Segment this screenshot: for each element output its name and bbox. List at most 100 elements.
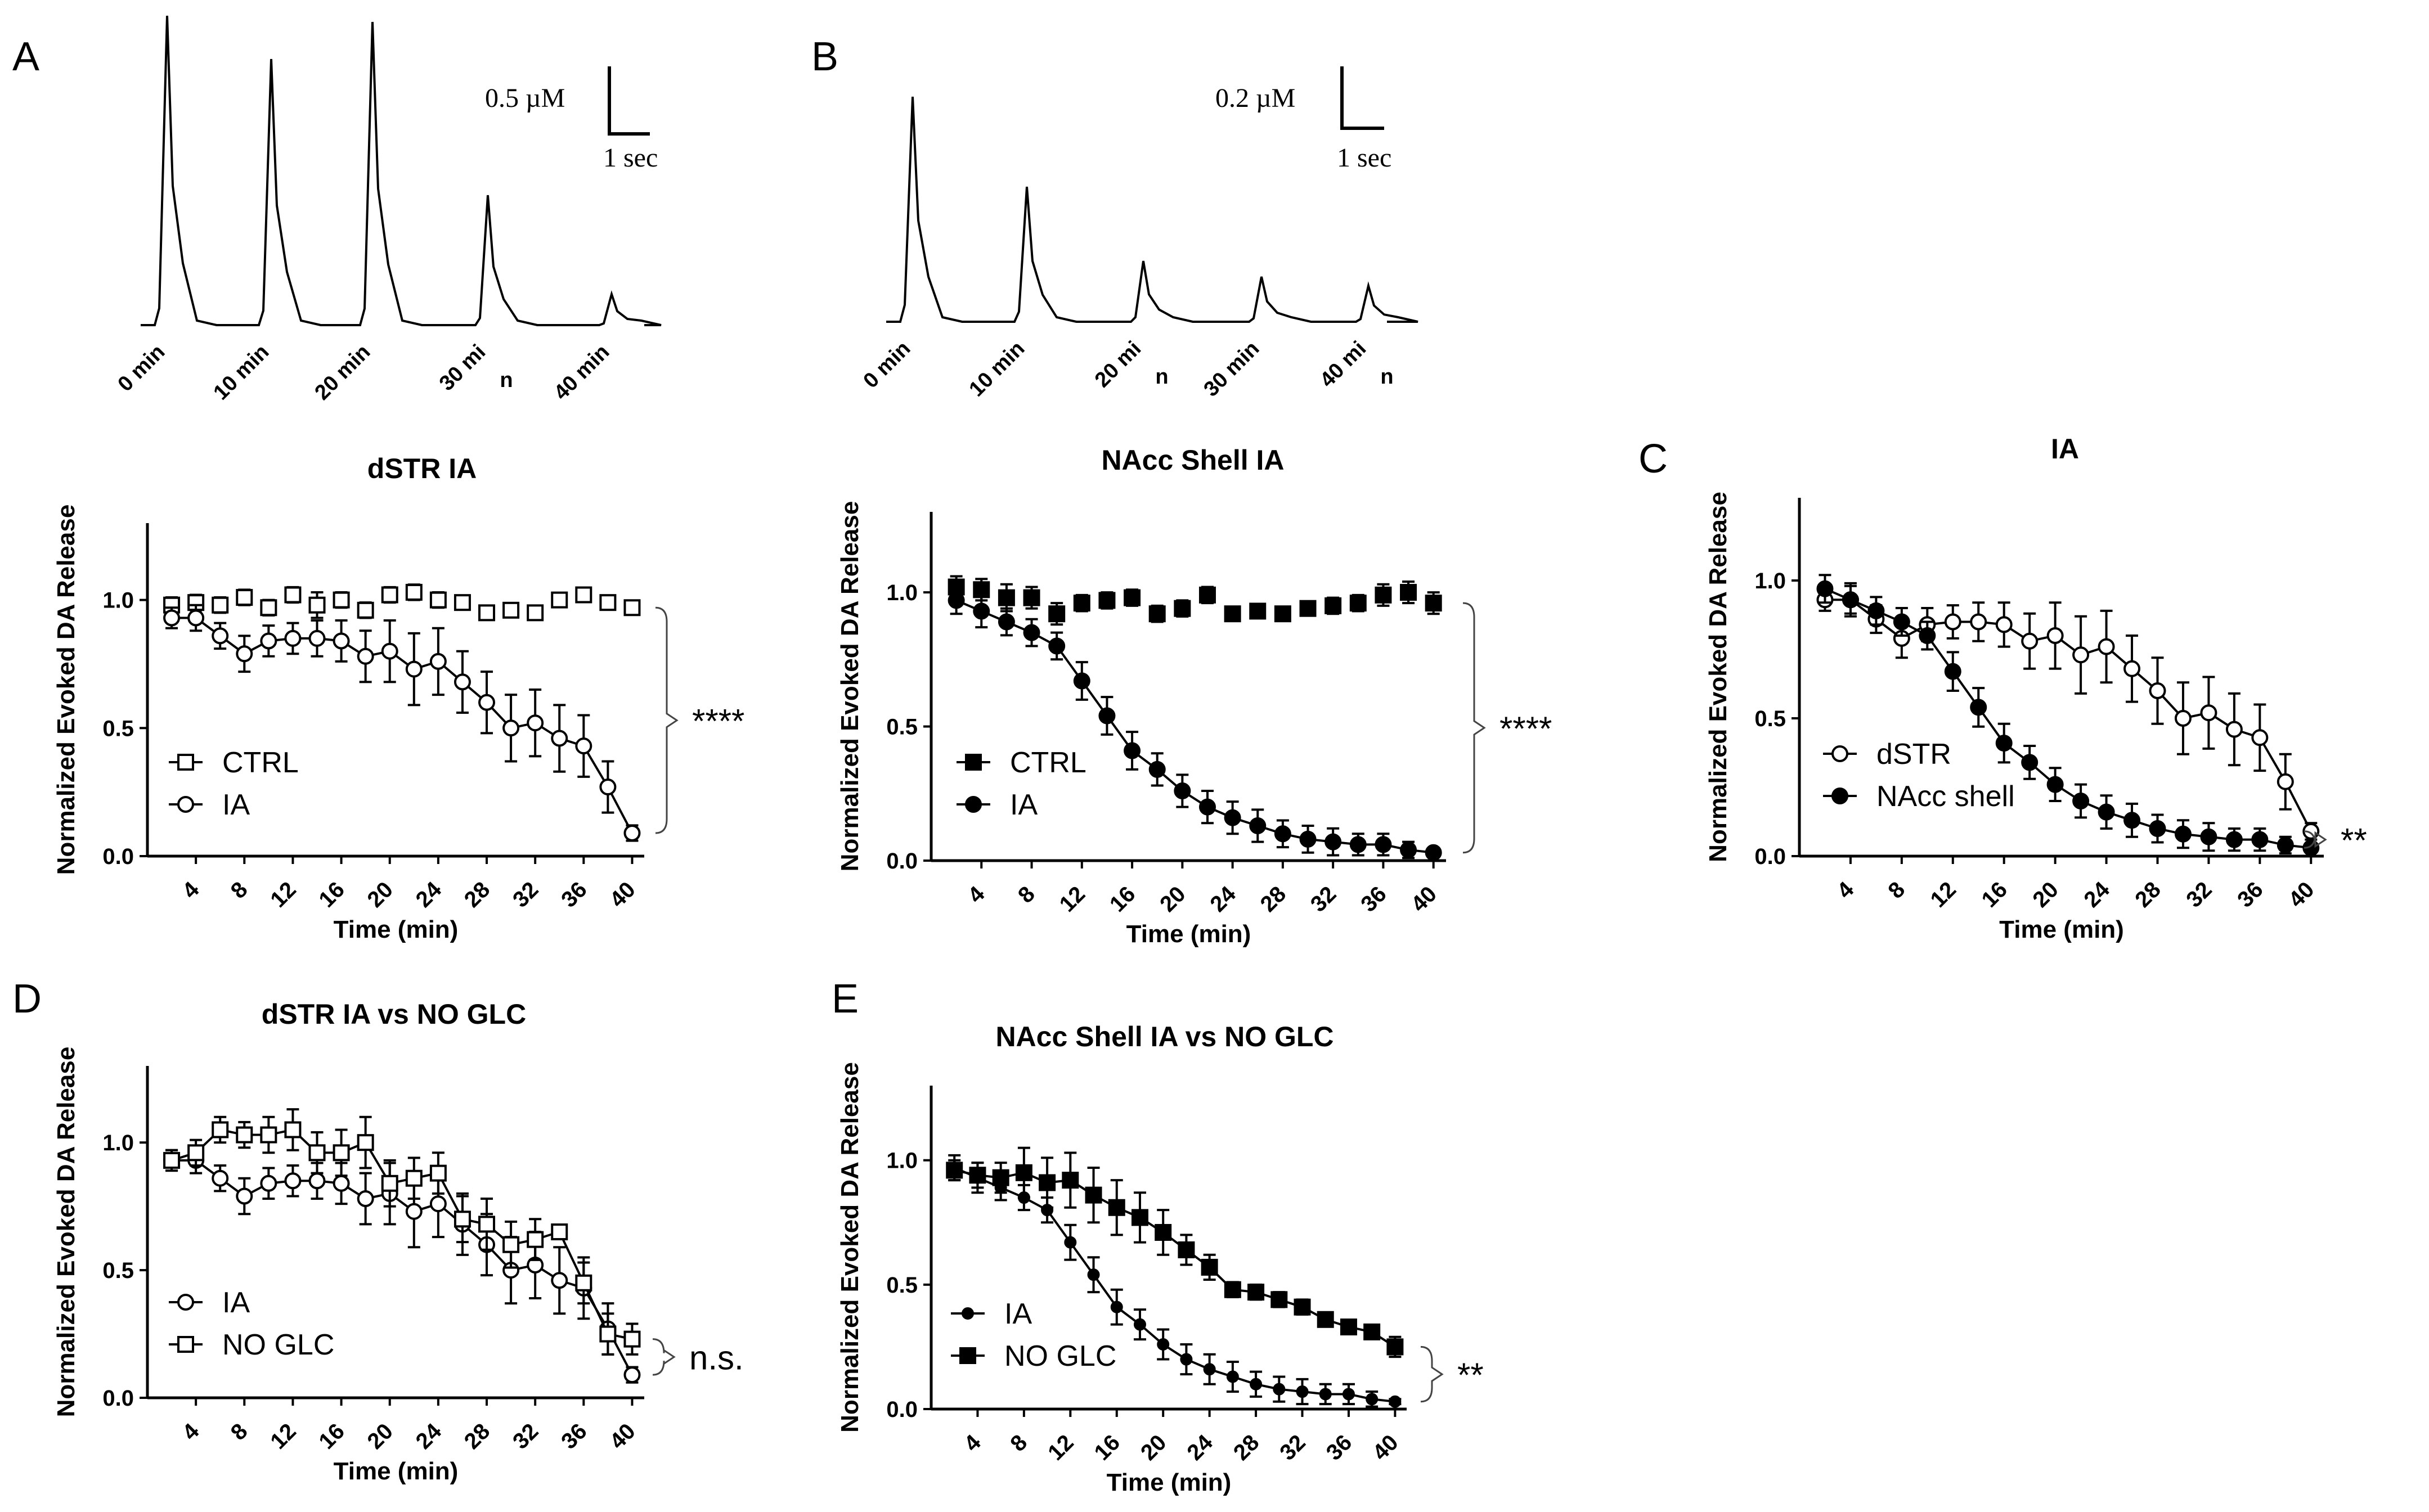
x-tick-label: 24 bbox=[2079, 877, 2114, 912]
data-point bbox=[1131, 1209, 1148, 1226]
series-nacc-shell bbox=[1816, 574, 2320, 857]
data-point bbox=[599, 1325, 617, 1343]
series-ctrl bbox=[948, 575, 1442, 626]
legend-marker bbox=[177, 754, 194, 771]
data-point bbox=[2098, 638, 2115, 655]
trace-time-label-wrap: n bbox=[1155, 365, 1168, 389]
x-tick-label: 16 bbox=[1090, 1430, 1125, 1465]
data-point bbox=[478, 1216, 496, 1233]
data-point bbox=[998, 589, 1015, 606]
data-point bbox=[1386, 1338, 1404, 1356]
data-point bbox=[1294, 1298, 1311, 1316]
x-tick-label: 16 bbox=[1105, 881, 1141, 917]
data-point bbox=[2123, 660, 2141, 677]
data-point bbox=[1108, 1199, 1125, 1216]
data-point bbox=[1317, 1311, 1334, 1328]
data-point bbox=[429, 1195, 447, 1213]
data-point bbox=[1296, 1385, 1309, 1398]
legend-label: dSTR bbox=[1876, 738, 1951, 771]
x-tick-label: 4 bbox=[963, 881, 990, 908]
chart-panel-d: dSTR IA vs NO GLC 0.0 0.5 1.0 4 8 12 16 20 24 28 32… bbox=[52, 998, 744, 1485]
significance-bracket bbox=[2304, 830, 2327, 849]
trace-time-label-wrap: n bbox=[1380, 365, 1393, 389]
data-point bbox=[2277, 773, 2294, 790]
y-axis-label: Normalized Evoked DA Release bbox=[52, 505, 80, 875]
legend-label: CTRL bbox=[222, 746, 299, 779]
trace-time-label: 40 mi bbox=[1315, 337, 1371, 392]
trace-time-label: 0 min bbox=[113, 340, 169, 397]
x-axis-label: Time (min) bbox=[1126, 920, 1251, 948]
data-point bbox=[946, 1162, 963, 1179]
data-point bbox=[260, 1174, 277, 1192]
data-point bbox=[502, 601, 520, 619]
legend-label: NO GLC bbox=[1004, 1340, 1116, 1372]
data-point bbox=[2098, 803, 2115, 821]
data-point bbox=[454, 673, 471, 691]
x-tick-label: 36 bbox=[1356, 881, 1391, 917]
data-point bbox=[1349, 836, 1367, 853]
data-point bbox=[236, 645, 253, 663]
data-point bbox=[575, 586, 592, 604]
data-point bbox=[1400, 584, 1417, 601]
data-point bbox=[1064, 1236, 1077, 1249]
x-tick-label: 8 bbox=[1013, 881, 1040, 908]
x-tick-label: 40 bbox=[605, 877, 640, 912]
legend-label: IA bbox=[1010, 789, 1038, 821]
x-tick-label: 28 bbox=[1229, 1430, 1264, 1465]
x-tick-label: 20 bbox=[363, 877, 398, 912]
trace-time-label: 20 min bbox=[311, 340, 375, 405]
data-point bbox=[1023, 589, 1040, 606]
legend-marker bbox=[1831, 788, 1848, 804]
data-point bbox=[2072, 793, 2090, 809]
data-point bbox=[1363, 1323, 1381, 1340]
data-point bbox=[405, 660, 423, 678]
data-point bbox=[1349, 595, 1367, 612]
x-tick-label: 12 bbox=[1055, 881, 1090, 917]
x-tick-label: 20 bbox=[2028, 877, 2063, 912]
significance-bracket bbox=[652, 1338, 676, 1376]
data-point bbox=[1073, 672, 1090, 690]
data-point bbox=[1133, 1318, 1146, 1331]
data-point bbox=[1148, 605, 1166, 623]
x-tick-label: 24 bbox=[1205, 881, 1241, 917]
chart-title: NAcc Shell IA vs NO GLC bbox=[995, 1021, 1334, 1052]
data-point bbox=[623, 599, 641, 616]
x-tick-label: 4 bbox=[178, 877, 204, 903]
data-point bbox=[357, 601, 374, 619]
legend-marker bbox=[177, 1294, 194, 1311]
data-point bbox=[1224, 605, 1241, 623]
data-point bbox=[381, 586, 398, 604]
panel-letter-c: C bbox=[1638, 436, 1668, 482]
data-point bbox=[333, 591, 350, 609]
trace-time-label: 0 min bbox=[859, 337, 915, 393]
data-point bbox=[308, 629, 326, 647]
data-point bbox=[1389, 1395, 1402, 1408]
data-point bbox=[551, 591, 568, 609]
data-point bbox=[1073, 595, 1090, 612]
data-point bbox=[1048, 605, 1066, 623]
data-point bbox=[1816, 580, 1834, 597]
data-point bbox=[429, 1164, 447, 1182]
x-tick-label: 12 bbox=[1926, 877, 1961, 912]
data-point bbox=[1375, 586, 1392, 604]
data-point bbox=[1842, 591, 1859, 609]
x-tick-label: 4 bbox=[959, 1430, 986, 1456]
data-point bbox=[1174, 782, 1191, 799]
x-tick-label: 36 bbox=[2233, 877, 2268, 912]
data-point bbox=[2174, 710, 2192, 727]
data-point bbox=[2072, 646, 2090, 664]
data-point bbox=[502, 1236, 520, 1253]
scale-bar-b bbox=[1340, 66, 1384, 130]
y-tick-label: 1.0 bbox=[886, 1149, 918, 1173]
data-point bbox=[1319, 1388, 1332, 1401]
data-point bbox=[1180, 1353, 1193, 1366]
y-tick-label: 0.5 bbox=[886, 715, 918, 740]
x-tick-label: 36 bbox=[556, 877, 592, 912]
x-tick-label: 40 bbox=[1406, 881, 1442, 917]
data-point bbox=[527, 1231, 544, 1248]
x-tick-label: 8 bbox=[1883, 877, 1910, 903]
data-point bbox=[948, 592, 965, 609]
significance-marker: **** bbox=[692, 703, 744, 740]
x-tick-label: 20 bbox=[363, 1419, 398, 1454]
